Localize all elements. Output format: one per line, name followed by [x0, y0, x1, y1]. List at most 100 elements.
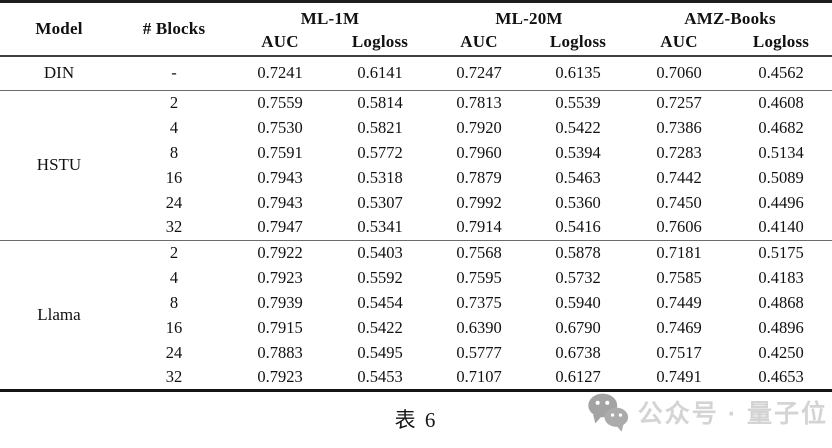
metric-cell: 0.7449 [656, 292, 702, 312]
metric-cell: 0.4868 [758, 292, 804, 312]
metric-cell: 0.6390 [456, 317, 502, 337]
results-table: Model # Blocks ML-1M ML-20M AMZ-Books AU… [0, 0, 832, 392]
metric-cell: 0.7813 [456, 92, 502, 112]
metric-cell: 0.7442 [656, 167, 702, 187]
metric-cell: 0.6738 [555, 342, 601, 362]
metric-cell: 0.5732 [555, 267, 601, 287]
metric-cell: 0.7943 [257, 167, 303, 187]
table-row: DIN - 0.7241 0.6141 0.7247 0.6135 0.7060 0.4562 [0, 56, 832, 90]
column-header-blocks: # Blocks [142, 19, 206, 38]
blocks-cell: 8 [169, 292, 179, 312]
column-group-ml-20m: ML-20M [495, 9, 563, 28]
metric-cell: 0.7247 [456, 63, 502, 83]
metric-cell: 0.7915 [257, 317, 303, 337]
metric-cell: 0.5175 [758, 242, 804, 262]
metric-cell: 0.6135 [555, 63, 601, 83]
metric-cell: 0.4682 [758, 117, 804, 137]
metric-cell: 0.5341 [357, 217, 403, 237]
metric-cell: 0.5394 [555, 142, 601, 162]
metric-cell: 0.7559 [257, 92, 303, 112]
blocks-cell: 24 [165, 192, 183, 212]
model-cell: DIN [43, 63, 75, 83]
metric-cell: 0.7450 [656, 192, 702, 212]
metric-cell: 0.5134 [758, 142, 804, 162]
blocks-cell: 8 [169, 142, 179, 162]
table-row: Llama 2 0.7922 0.5403 0.7568 0.5878 0.7181 0.51… [0, 240, 832, 324]
table-row: 32 0.7923 0.5453 0.7107 0.6127 0.7491 0.4653 [0, 365, 832, 390]
metric-cell: 0.4653 [758, 366, 804, 386]
metric-cell: 0.5814 [357, 92, 403, 112]
table-row: 24 0.7943 0.5307 0.7992 0.5360 0.7450 0.4496 [0, 190, 832, 215]
section-din: DIN - 0.7241 0.6141 0.7247 0.6135 0.7060 0.4562 [0, 56, 832, 90]
metric-cell: 0.7595 [456, 267, 502, 287]
metric-cell: 0.5416 [555, 217, 601, 237]
blocks-cell: 32 [165, 217, 183, 237]
blocks-cell: 4 [169, 117, 179, 137]
metric-cell: 0.7922 [257, 242, 303, 262]
metric-cell: 0.7241 [257, 63, 303, 83]
metric-cell: 0.5495 [357, 342, 403, 362]
metric-cell: 0.7960 [456, 142, 502, 162]
column-group-ml-1m: ML-1M [300, 9, 360, 28]
metric-cell: 0.5422 [357, 317, 403, 337]
column-group-amz-books: AMZ-Books [684, 9, 776, 28]
metric-cell: 0.7530 [257, 117, 303, 137]
table-row: HSTU 2 0.7559 0.5814 0.7813 0.5539 0.7257 0.460… [0, 90, 832, 174]
metric-cell: 0.5089 [758, 167, 804, 187]
metric-cell: 0.7879 [456, 167, 502, 187]
metric-cell: 0.5940 [555, 292, 601, 312]
metric-cell: 0.5772 [357, 142, 403, 162]
metric-cell: 0.7923 [257, 366, 303, 386]
metric-cell: 0.6141 [357, 63, 403, 83]
metric-cell: 0.7283 [656, 142, 702, 162]
metric-cell: 0.5878 [555, 242, 601, 262]
metric-cell: 0.7517 [656, 342, 702, 362]
table-row: 8 0.7591 0.5772 0.7960 0.5394 0.7283 0.5134 [0, 140, 832, 165]
column-header-logloss: Logloss [549, 32, 607, 51]
metric-cell: 0.5463 [555, 167, 601, 187]
metric-cell: 0.5821 [357, 117, 403, 137]
column-header-logloss: Logloss [752, 32, 810, 51]
blocks-cell: - [171, 63, 177, 83]
table-row: 16 0.7915 0.5422 0.6390 0.6790 0.7469 0.4896 [0, 315, 832, 340]
model-cell: HSTU [36, 155, 82, 174]
model-cell: Llama [37, 304, 81, 324]
metric-cell: 0.5454 [357, 292, 403, 312]
metric-cell: 0.7920 [456, 117, 502, 137]
header-group-row: Model # Blocks ML-1M ML-20M AMZ-Books [0, 2, 832, 38]
metric-cell: 0.6127 [555, 366, 601, 386]
metric-cell: 0.7375 [456, 292, 502, 312]
metric-cell: 0.4562 [758, 63, 804, 83]
table-row: 4 0.7530 0.5821 0.7920 0.5422 0.7386 0.4682 [0, 115, 832, 140]
metric-cell: 0.7939 [257, 292, 303, 312]
metric-cell: 0.4896 [758, 317, 804, 337]
metric-cell: 0.5539 [555, 92, 601, 112]
column-header-auc: AUC [261, 32, 299, 51]
metric-cell: 0.5453 [357, 366, 403, 386]
column-header-model: Model [35, 19, 83, 38]
blocks-cell: 16 [165, 167, 183, 187]
table-caption: 表 6 [394, 407, 438, 432]
table-header: Model # Blocks ML-1M ML-20M AMZ-Books AU… [0, 2, 832, 56]
column-header-auc: AUC [660, 32, 698, 51]
blocks-cell: 2 [169, 92, 179, 112]
metric-cell: 0.7107 [456, 366, 502, 386]
section-llama: Llama 2 0.7922 0.5403 0.7568 0.5878 0.7181 0.51… [0, 240, 832, 390]
metric-cell: 0.7992 [456, 192, 502, 212]
table-row: 32 0.7947 0.5341 0.7914 0.5416 0.7606 0.4140 [0, 215, 832, 240]
metric-cell: 0.4140 [758, 217, 804, 237]
metric-cell: 0.6790 [555, 317, 601, 337]
metric-cell: 0.4183 [758, 267, 804, 287]
table-row: 4 0.7923 0.5592 0.7595 0.5732 0.7585 0.4183 [0, 265, 832, 290]
metric-cell: 0.5360 [555, 192, 601, 212]
metric-cell: 0.7914 [456, 217, 502, 237]
metric-cell: 0.5307 [357, 192, 403, 212]
metric-cell: 0.7181 [656, 242, 702, 262]
blocks-cell: 24 [165, 342, 183, 362]
metric-cell: 0.5422 [555, 117, 601, 137]
metric-cell: 0.7943 [257, 192, 303, 212]
column-header-auc: AUC [460, 32, 498, 51]
table-row: 24 0.7883 0.5495 0.5777 0.6738 0.7517 0.4250 [0, 340, 832, 365]
table-row: 16 0.7943 0.5318 0.7879 0.5463 0.7442 0.5089 [0, 165, 832, 190]
blocks-cell: 4 [169, 267, 179, 287]
